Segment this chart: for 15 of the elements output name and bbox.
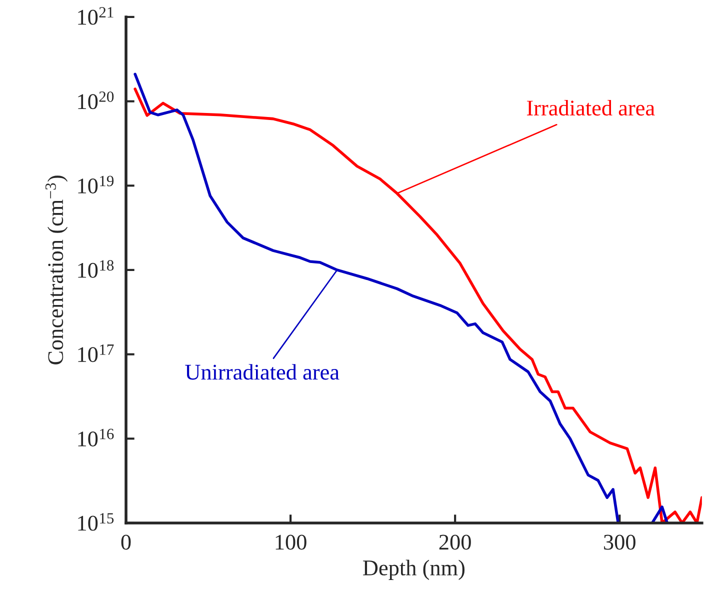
text: Irradiated area	[526, 100, 655, 116]
y-tick-label: 10$^{15}$	[78, 513, 114, 531]
x-tick-label: 100	[276, 534, 306, 550]
y-tick-label: 10$^{20}$	[78, 91, 114, 110]
y-tick-label: 10$^{19}$	[78, 176, 114, 194]
y-tick-label: 10$^{16}$	[78, 428, 114, 446]
y-axis-title: Concentration (cm$^{−3}$)	[45, 176, 68, 364]
x-tick-label: 300	[604, 534, 636, 550]
y-tick-label: 10$^{18}$	[78, 260, 114, 278]
text: Unirradiated area	[185, 364, 340, 380]
x-tick-label: 200	[439, 534, 471, 550]
x-axis-title: Depth (nm)	[363, 560, 465, 580]
y-tick-label: 10$^{21}$	[78, 7, 114, 25]
x-tick-label: 0	[121, 534, 131, 550]
y-tick-label: 10$^{17}$	[78, 344, 114, 362]
